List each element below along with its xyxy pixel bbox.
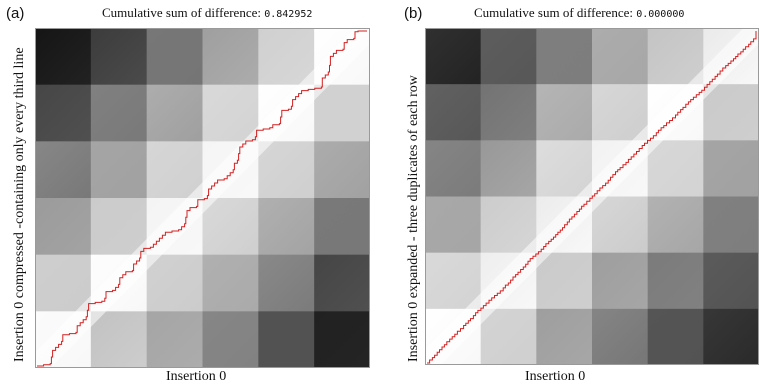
panel-b-title-prefix: Cumulative sum of difference: xyxy=(474,5,633,20)
panel-a-xlabel: Insertion 0 xyxy=(166,369,227,384)
matrix-cell xyxy=(258,28,315,86)
warping-path xyxy=(37,30,367,367)
matrix-cell xyxy=(647,252,704,310)
matrix-cell xyxy=(592,252,649,310)
matrix-cell xyxy=(536,140,593,198)
matrix-cell xyxy=(35,28,92,86)
matrix-frame xyxy=(35,28,370,368)
matrix-cell xyxy=(258,198,315,256)
matrix-cell xyxy=(425,28,482,85)
matrix-cell xyxy=(35,141,92,199)
panel-b-xlabel: Insertion 0 xyxy=(525,369,586,384)
matrix-cell xyxy=(592,308,649,365)
matrix-cell xyxy=(480,308,537,365)
matrix-cell xyxy=(647,140,704,198)
matrix-cell xyxy=(425,252,482,310)
matrix-cell xyxy=(314,84,370,142)
matrix-cell xyxy=(425,140,482,198)
matrix-cell xyxy=(35,84,92,142)
panel-b-title: Cumulative sum of difference: 0.000000 xyxy=(474,5,684,21)
panel-a-similarity-matrix xyxy=(35,28,370,368)
matrix-cell xyxy=(647,196,704,254)
matrix-cell xyxy=(314,254,370,312)
matrix-cell xyxy=(425,84,482,141)
matrix-cell xyxy=(202,311,259,368)
matrix-cell xyxy=(480,196,537,254)
panel-a-label: (a) xyxy=(6,5,25,22)
matrix-cell xyxy=(90,141,148,199)
matrix-cell xyxy=(536,252,593,310)
matrix-cell xyxy=(592,196,649,254)
matrix-cell xyxy=(647,308,704,365)
matrix-cell xyxy=(592,84,649,141)
matrix-cell xyxy=(703,252,759,310)
matrix-cell xyxy=(258,311,315,368)
matrix-cell xyxy=(480,84,537,141)
matrix-cell xyxy=(146,84,204,142)
matrix-cell xyxy=(425,196,482,254)
matrix-cell xyxy=(314,141,370,199)
matrix-cell xyxy=(202,198,259,256)
matrix-cell xyxy=(90,28,148,86)
matrix-cell xyxy=(703,196,759,254)
matrix-cell xyxy=(146,28,204,86)
panel-b-ylabel: Insertion 0 expanded - three duplicates … xyxy=(406,75,421,362)
matrix-cell xyxy=(314,311,370,368)
matrix-cell xyxy=(536,28,593,85)
matrix-cell xyxy=(35,198,92,256)
panel-a-title-value: 0.842952 xyxy=(264,9,313,20)
panel-a-title: Cumulative sum of difference: 0.842952 xyxy=(102,5,312,21)
matrix-cell xyxy=(536,308,593,365)
panel-b-title-value: 0.000000 xyxy=(636,9,685,20)
matrix-cell xyxy=(592,28,649,85)
panel-a: (a) Cumulative sum of difference: 0.8429… xyxy=(6,5,370,384)
matrix-cell xyxy=(258,254,315,312)
matrix-cell xyxy=(146,141,204,199)
panel-b-label: (b) xyxy=(404,5,423,22)
matrix-cell xyxy=(536,84,593,141)
panel-a-ylabel: Insertion 0 compressed -containing only … xyxy=(12,47,27,362)
matrix-cell xyxy=(90,311,148,368)
panel-b: (b) Cumulative sum of difference: 0.0000… xyxy=(395,0,759,385)
panel-a-title-prefix: Cumulative sum of difference: xyxy=(102,5,261,20)
diagonal-glow xyxy=(35,28,370,368)
matrix-cell xyxy=(703,308,759,365)
matrix-cell xyxy=(703,140,759,198)
matrix-cell xyxy=(703,84,759,141)
panel-b-similarity-matrix xyxy=(425,28,759,365)
matrix-cell xyxy=(480,140,537,198)
matrix-cell xyxy=(202,28,259,86)
matrix-cell xyxy=(202,84,259,142)
matrix-cell xyxy=(35,254,92,312)
matrix-cell xyxy=(146,311,204,368)
matrix-cell xyxy=(480,28,537,85)
matrix-cell xyxy=(146,254,204,312)
matrix-cell xyxy=(90,84,148,142)
warping-path xyxy=(427,31,757,364)
matrix-cell xyxy=(202,254,259,312)
matrix-cell xyxy=(647,28,704,85)
matrix-cell xyxy=(258,141,315,199)
matrix-cell xyxy=(314,198,370,256)
matrix-cell xyxy=(90,198,148,256)
